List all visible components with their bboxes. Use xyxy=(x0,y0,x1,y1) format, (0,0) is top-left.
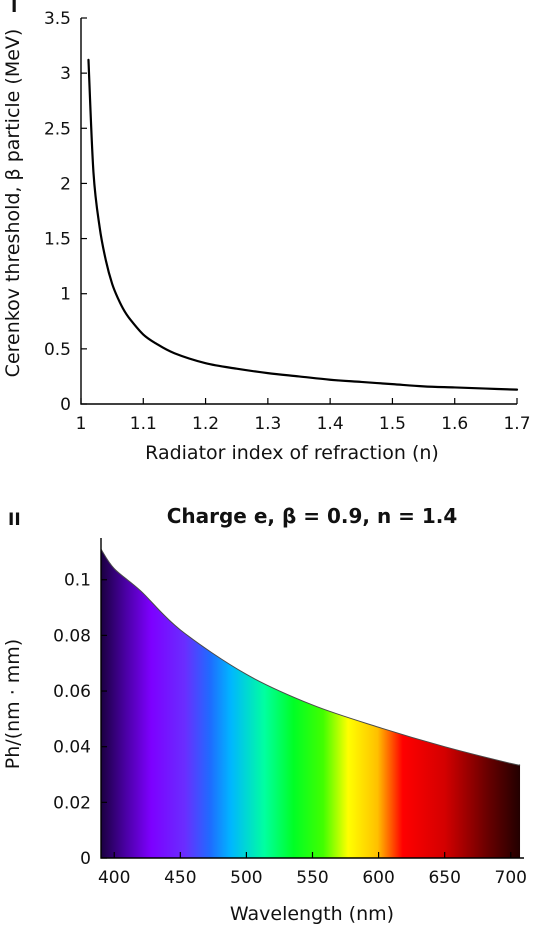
panel-label-ii: II xyxy=(8,510,21,530)
i-x-tick-label-5: 1.5 xyxy=(379,414,406,434)
chart-title-ii: Charge e, β = 0.9, n = 1.4 xyxy=(167,504,458,528)
ii-y-tick-label-1: 0.02 xyxy=(53,793,91,813)
ii-y-tick-label-2: 0.04 xyxy=(53,738,91,758)
y-axis-title-ii: Ph/(nm · mm) xyxy=(2,639,24,769)
spectrum-area-ii xyxy=(100,548,521,858)
ii-y-tick-label-4: 0.08 xyxy=(53,626,91,646)
i-y-tick-label-0: 0 xyxy=(60,395,71,415)
axes-frame-i xyxy=(80,18,517,405)
ii-y-tick-label-5: 0.1 xyxy=(64,571,91,591)
x-axis-title-ii: Wavelength (nm) xyxy=(230,903,394,925)
i-y-tick-label-5: 2.5 xyxy=(44,119,71,139)
panel-ii: II Charge e, β = 0.9, n = 1.4 Ph/(nm · m… xyxy=(2,504,527,925)
ticks-i: 1 1.1 1.2 1.3 1.4 1.5 1.6 1.7 0 0.5 1 1.5 2 2.5 3 3.5 xyxy=(44,9,531,434)
ii-x-tick-label-6: 700 xyxy=(495,868,527,888)
ii-x-tick-label-1: 450 xyxy=(164,868,196,888)
i-x-tick-label-6: 1.6 xyxy=(441,414,468,434)
i-y-tick-label-6: 3 xyxy=(60,64,71,84)
y-axis-title-i: Cerenkov threshold, β particle (MeV) xyxy=(2,29,24,378)
ii-x-tick-label-0: 400 xyxy=(98,868,130,888)
spectrum-top-curve xyxy=(100,548,521,766)
i-y-tick-label-4: 2 xyxy=(60,174,71,194)
ii-y-tick-label-0: 0 xyxy=(80,849,91,869)
i-x-tick-label-7: 1.7 xyxy=(503,414,530,434)
i-x-tick-label-2: 1.2 xyxy=(192,414,219,434)
panel-label-i: I xyxy=(11,0,17,17)
ii-x-tick-label-2: 500 xyxy=(230,868,262,888)
i-y-tick-label-2: 1 xyxy=(60,285,71,305)
panel-i: I Cerenkov threshold, β particle (MeV) R… xyxy=(2,0,531,464)
ii-y-tick-label-3: 0.06 xyxy=(53,682,91,702)
ii-x-tick-label-5: 650 xyxy=(428,868,460,888)
spectrum-fill-area xyxy=(101,549,521,858)
ticks-ii: 400 450 500 550 600 650 700 0 0.02 0.04 0.06 0.08 0.… xyxy=(53,571,527,888)
i-y-tick-label-1: 0.5 xyxy=(44,340,71,360)
i-x-tick-label-3: 1.3 xyxy=(254,414,281,434)
i-x-tick-label-1: 1.1 xyxy=(130,414,157,434)
ii-x-tick-label-3: 550 xyxy=(296,868,328,888)
ii-x-tick-label-4: 600 xyxy=(362,868,394,888)
i-x-tick-label-4: 1.4 xyxy=(317,414,344,434)
i-x-tick-label-0: 1 xyxy=(76,414,87,434)
i-y-tick-label-3: 1.5 xyxy=(44,230,71,250)
threshold-curve-line xyxy=(87,58,519,391)
i-y-tick-label-7: 3.5 xyxy=(44,9,71,29)
series-i xyxy=(87,58,519,391)
x-axis-title-i: Radiator index of refraction (n) xyxy=(145,442,439,464)
